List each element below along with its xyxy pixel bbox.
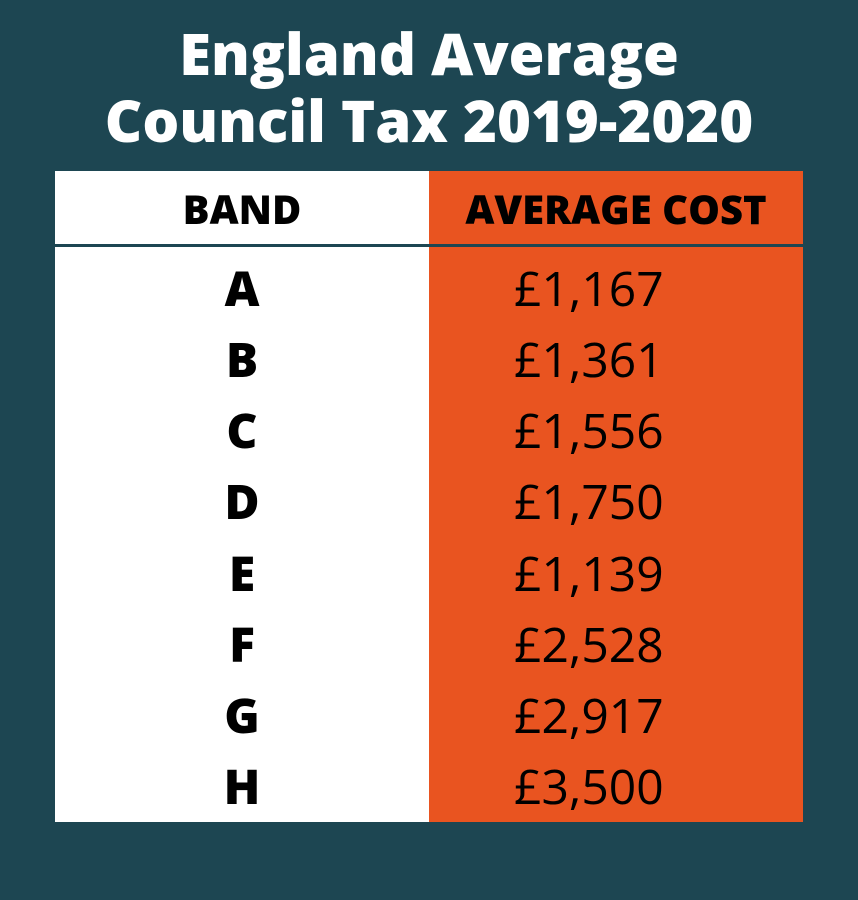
table-body: A B C D E F G H £1,167 £1,361 £1,556 £1,…: [55, 247, 803, 821]
band-cell: E: [55, 538, 429, 609]
band-cell: G: [55, 680, 429, 751]
cost-cell: £3,500: [429, 751, 803, 822]
cost-cell: £1,167: [429, 253, 803, 324]
band-cell: F: [55, 609, 429, 680]
cost-cell: £2,528: [429, 609, 803, 680]
council-tax-table: BAND AVERAGE COST A B C D E F G H £1,167…: [55, 171, 803, 823]
band-cell: B: [55, 324, 429, 395]
table-header-row: BAND AVERAGE COST: [55, 171, 803, 247]
header-band: BAND: [55, 171, 429, 244]
page-title: England Average Council Tax 2019-2020: [55, 20, 803, 153]
cost-cell: £1,750: [429, 466, 803, 537]
cost-cell: £1,361: [429, 324, 803, 395]
band-column: A B C D E F G H: [55, 247, 429, 821]
title-line-2: Council Tax 2019-2020: [105, 80, 754, 159]
cost-cell: £1,139: [429, 538, 803, 609]
band-cell: H: [55, 751, 429, 822]
cost-cell: £1,556: [429, 395, 803, 466]
header-cost: AVERAGE COST: [429, 171, 803, 244]
cost-cell: £2,917: [429, 680, 803, 751]
band-cell: D: [55, 466, 429, 537]
band-cell: A: [55, 253, 429, 324]
band-cell: C: [55, 395, 429, 466]
cost-column: £1,167 £1,361 £1,556 £1,750 £1,139 £2,52…: [429, 247, 803, 821]
